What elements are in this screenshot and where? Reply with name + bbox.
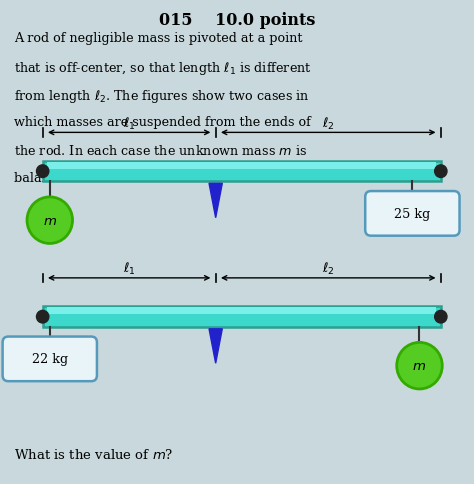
FancyBboxPatch shape — [365, 192, 459, 236]
Text: $m$: $m$ — [43, 214, 57, 227]
Polygon shape — [209, 329, 222, 363]
Circle shape — [36, 311, 49, 323]
Circle shape — [397, 343, 442, 389]
FancyBboxPatch shape — [43, 307, 441, 327]
Circle shape — [435, 311, 447, 323]
Circle shape — [36, 166, 49, 178]
Text: What is the value of $m$?: What is the value of $m$? — [14, 447, 173, 461]
FancyBboxPatch shape — [47, 162, 436, 169]
Text: that is off-center, so that length $\ell_1$ is different: that is off-center, so that length $\ell… — [14, 60, 312, 76]
Circle shape — [27, 197, 73, 244]
Text: 25 kg: 25 kg — [394, 208, 430, 220]
Text: A rod of negligible mass is pivoted at a point: A rod of negligible mass is pivoted at a… — [14, 31, 303, 45]
Text: balanced so that the rod remains horizontal.: balanced so that the rod remains horizon… — [14, 172, 301, 185]
Text: $\ell_1$: $\ell_1$ — [123, 116, 136, 132]
FancyBboxPatch shape — [3, 337, 97, 381]
Text: $m$: $m$ — [412, 360, 427, 372]
Polygon shape — [209, 184, 222, 218]
FancyBboxPatch shape — [47, 307, 436, 315]
Text: 015    10.0 points: 015 10.0 points — [159, 12, 315, 29]
FancyBboxPatch shape — [43, 162, 441, 182]
Text: the rod. In each case the unknown mass $m$ is: the rod. In each case the unknown mass $… — [14, 144, 307, 158]
Text: $\ell_2$: $\ell_2$ — [322, 116, 335, 132]
Text: which masses are suspended from the ends of: which masses are suspended from the ends… — [14, 116, 311, 129]
Text: $\ell_2$: $\ell_2$ — [322, 261, 335, 277]
Circle shape — [435, 166, 447, 178]
Text: $\ell_1$: $\ell_1$ — [123, 261, 136, 277]
Text: 22 kg: 22 kg — [32, 353, 68, 365]
Text: from length $\ell_2$. The figures show two cases in: from length $\ell_2$. The figures show t… — [14, 88, 310, 105]
